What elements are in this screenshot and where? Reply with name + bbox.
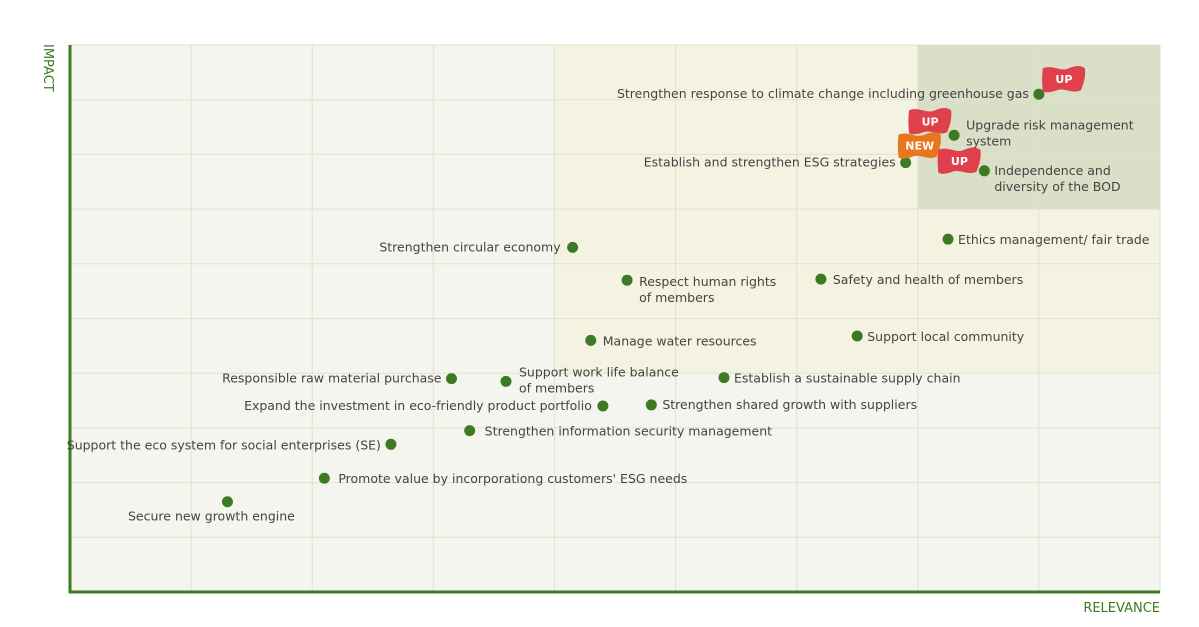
data-point-marker <box>851 330 863 342</box>
data-point-label: Independence and diversity of the BOD <box>994 163 1120 194</box>
data-point-marker <box>645 399 657 411</box>
data-point-marker <box>567 241 579 253</box>
data-point-marker <box>597 400 609 412</box>
data-point-marker <box>446 373 457 385</box>
data-point-label: Ethics management/ fair trade <box>958 232 1150 247</box>
data-point-label: Responsible raw material purchase <box>222 371 442 386</box>
data-point-label: Upgrade risk management system <box>966 117 1134 148</box>
data-point-marker <box>385 438 397 450</box>
badge-shape <box>937 147 981 174</box>
badge-text: UP <box>951 155 968 168</box>
data-point-label: Support local community <box>867 329 1025 344</box>
data-point: Strengthen shared growth with suppliers <box>645 397 917 412</box>
badge-text: UP <box>922 115 939 128</box>
badge-text: UP <box>1055 73 1072 86</box>
data-point: Upgrade risk management system UP <box>908 108 1134 148</box>
data-point: Expand the investment in eco-friendly pr… <box>244 398 609 413</box>
data-point-marker <box>221 496 233 508</box>
data-point: Establish a sustainable supply chain <box>718 371 961 386</box>
data-point: Safety and health of members <box>815 272 1023 287</box>
data-point-marker <box>621 274 633 286</box>
data-point-marker <box>942 233 954 245</box>
data-point-label: Support work life balance of members <box>519 364 679 395</box>
badge-shape <box>1042 65 1086 93</box>
data-point: Manage water resources <box>585 333 757 348</box>
data-point-badge: NEW <box>897 132 941 159</box>
data-point-marker <box>948 129 960 141</box>
data-point: Support local community <box>851 329 1025 344</box>
data-point: Ethics management/ fair trade <box>942 232 1150 247</box>
data-point-label: Secure new growth engine <box>128 509 295 524</box>
data-point-marker <box>585 334 597 346</box>
data-point-label: Strengthen circular economy <box>379 239 561 254</box>
data-point-label: Expand the investment in eco-friendly pr… <box>244 398 592 413</box>
data-point-badge: UP <box>937 147 981 174</box>
data-point-marker <box>978 165 990 177</box>
data-point-marker <box>900 157 912 169</box>
data-point: Strengthen information security manageme… <box>464 424 772 439</box>
badge-text: NEW <box>905 140 934 153</box>
data-point-marker <box>318 472 330 484</box>
data-point-badge: UP <box>908 108 952 135</box>
data-point: Responsible raw material purchase <box>222 371 457 386</box>
data-point-label: Establish and strengthen ESG strategies <box>644 155 896 170</box>
data-point-badge: UP <box>1042 65 1086 93</box>
data-point: Establish and strengthen ESG strategies N… <box>644 132 941 170</box>
data-point: Respect human rights of members <box>621 274 776 305</box>
y-axis-label: IMPACT <box>40 44 55 92</box>
badge-shape <box>897 132 941 159</box>
data-point-marker <box>815 273 827 285</box>
data-point-marker <box>500 375 512 387</box>
data-point-marker <box>1033 88 1045 100</box>
x-axis-label: RELEVANCE <box>1083 601 1160 616</box>
data-point-label: Support the eco system for social enterp… <box>67 437 381 452</box>
data-point-label: Strengthen shared growth with suppliers <box>662 397 917 412</box>
chart-points: Strengthen response to climate change in… <box>67 65 1150 524</box>
data-point-marker <box>718 372 730 384</box>
data-point-label: Strengthen information security manageme… <box>485 424 772 439</box>
data-point: Strengthen circular economy <box>379 239 579 254</box>
data-point: Strengthen response to climate change in… <box>617 65 1086 101</box>
data-point: Secure new growth engine <box>128 496 295 524</box>
data-point: Support the eco system for social enterp… <box>67 437 397 452</box>
data-point: Promote value by incorporationg customer… <box>318 471 687 486</box>
chart-grid <box>70 44 1161 592</box>
data-point-label: Establish a sustainable supply chain <box>734 371 961 386</box>
data-point-label: Strengthen response to climate change in… <box>617 86 1029 101</box>
data-point-label: Respect human rights of members <box>639 274 776 305</box>
data-point-label: Manage water resources <box>603 333 757 348</box>
chart-axes <box>68 45 1160 594</box>
data-point-marker <box>464 425 476 437</box>
badge-shape <box>908 108 952 135</box>
data-point-label: Promote value by incorporationg customer… <box>338 471 687 486</box>
data-point: Independence and diversity of the BOD UP <box>937 147 1121 194</box>
data-point: Support work life balance of members <box>500 364 679 395</box>
data-point-label: Safety and health of members <box>833 272 1023 287</box>
